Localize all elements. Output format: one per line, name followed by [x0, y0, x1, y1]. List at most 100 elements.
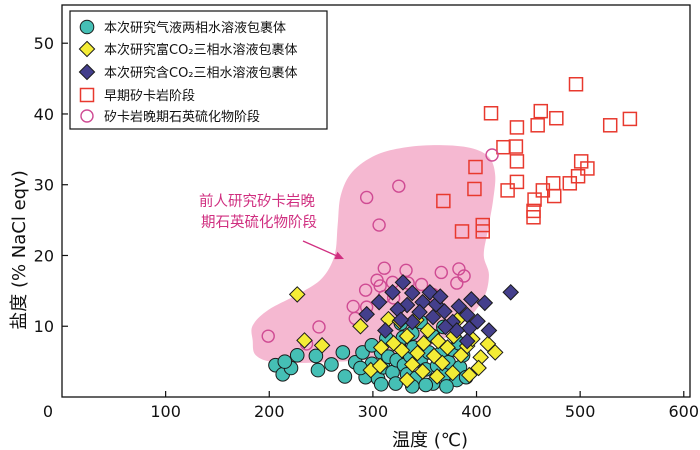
data-point	[421, 283, 439, 301]
legend: 本次研究气液两相水溶液包裹体 本次研究富CO₂三相水溶液包裹体 本次研究含CO₂…	[69, 10, 328, 130]
data-point	[526, 210, 541, 225]
legend-marker-shape	[78, 63, 96, 81]
data-point	[486, 344, 504, 361]
legend-label: 本次研究富CO₂三相水溶液包裹体	[104, 42, 298, 58]
data-point	[415, 334, 432, 352]
legend-marker	[79, 19, 95, 35]
data-point	[452, 262, 466, 276]
x-tick-label: 0	[43, 402, 53, 421]
data-point	[414, 363, 431, 380]
data-point	[313, 337, 331, 354]
data-point	[535, 183, 551, 198]
legend-marker	[79, 87, 95, 103]
data-point	[398, 327, 416, 345]
data-point	[398, 371, 416, 389]
data-point	[509, 120, 525, 135]
y-tick-label: 50	[34, 34, 54, 53]
data-point	[533, 103, 549, 119]
data-point	[530, 118, 545, 133]
data-point	[370, 293, 388, 311]
data-point	[371, 357, 389, 375]
data-point	[434, 265, 448, 280]
data-point	[425, 347, 443, 365]
data-point	[450, 298, 468, 315]
data-point	[568, 76, 584, 92]
x-tick-label: 300	[358, 402, 389, 421]
data-point	[352, 317, 369, 335]
data-point	[403, 284, 421, 302]
data-point	[509, 174, 525, 190]
legend-marker	[78, 40, 96, 58]
data-point	[470, 359, 487, 377]
data-point	[373, 376, 389, 392]
data-point	[480, 322, 498, 339]
data-point	[394, 274, 412, 291]
data-point	[458, 332, 476, 350]
data-point	[439, 379, 454, 394]
data-point	[310, 362, 326, 378]
data-point	[457, 269, 471, 283]
plot-frame	[61, 4, 691, 398]
x-tick-label: 500	[565, 402, 596, 421]
legend-item: 本次研究含CO₂三相水溶液包裹体	[78, 63, 298, 81]
data-point	[436, 303, 453, 320]
data-point	[372, 218, 386, 232]
data-point	[485, 148, 499, 162]
data-point	[392, 311, 410, 329]
data-point	[393, 341, 411, 359]
data-point	[399, 263, 413, 278]
y-tick-label: 30	[34, 176, 54, 195]
points-layer	[261, 76, 638, 394]
legend-item: 本次研究气液两相水溶液包裹体	[79, 19, 286, 36]
data-point	[358, 305, 375, 323]
legend-marker-shape	[78, 40, 96, 58]
legend-marker	[78, 63, 96, 81]
data-point	[602, 118, 618, 133]
data-point	[508, 139, 524, 154]
region-annotation: 前人研究矽卡岩晚 期石英硫化物阶段	[199, 193, 344, 260]
data-point	[483, 106, 499, 121]
legend-item: 早期矽卡岩阶段	[79, 87, 195, 104]
legend-item: 矽卡岩晚期石英硫化物阶段	[80, 109, 260, 125]
data-point	[468, 159, 483, 175]
data-point	[527, 192, 542, 207]
data-point	[409, 344, 426, 362]
legend-label: 矽卡岩晚期石英硫化物阶段	[104, 110, 260, 125]
annotation-line-2: 期石英硫化物阶段	[201, 213, 317, 231]
data-point	[467, 181, 482, 197]
data-point	[476, 294, 494, 312]
x-axis-title: 温度 (℃)	[392, 430, 468, 450]
data-point	[324, 357, 339, 372]
data-point	[450, 276, 464, 290]
data-point	[444, 364, 461, 382]
legend-marker-shape	[79, 19, 95, 35]
legend-marker-shape	[79, 87, 95, 103]
data-point	[496, 139, 511, 155]
data-point	[428, 368, 446, 385]
legend-marker-shape	[80, 109, 94, 123]
data-point	[414, 277, 429, 292]
data-point	[384, 283, 401, 301]
data-point	[500, 183, 515, 198]
data-point	[392, 179, 406, 193]
axis-ticks: 0 100 200 300 400 500 600 10 20 30 40 50	[34, 34, 699, 421]
data-point	[437, 318, 454, 336]
data-point	[580, 161, 595, 176]
data-point	[337, 369, 353, 384]
data-point	[289, 347, 305, 363]
data-point	[308, 348, 324, 364]
data-point	[277, 354, 293, 369]
data-point	[439, 339, 456, 356]
data-point	[475, 224, 490, 239]
data-point	[562, 176, 578, 191]
data-point	[372, 339, 390, 356]
data-point	[377, 322, 394, 339]
legend-label: 本次研究含CO₂三相水溶液包裹体	[104, 65, 298, 81]
annotation-arrow-line	[302, 240, 338, 257]
data-point	[546, 188, 562, 204]
data-point	[434, 354, 451, 372]
data-point	[377, 261, 391, 275]
legend-label: 早期矽卡岩阶段	[104, 89, 195, 104]
data-point	[359, 190, 374, 205]
